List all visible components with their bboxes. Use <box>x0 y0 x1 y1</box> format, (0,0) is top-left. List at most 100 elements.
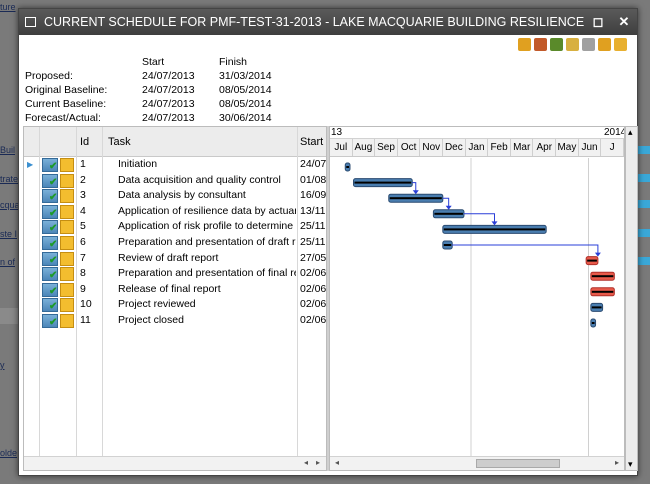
summary-label: Proposed: <box>25 70 73 82</box>
pane-splitter[interactable] <box>327 126 329 471</box>
scroll-down-arrow[interactable]: ▾ <box>628 459 633 469</box>
task-notes-icon[interactable] <box>60 235 74 250</box>
gantt-month-header: Jul Aug Sep Oct Nov Dec Jan Feb Mar Apr May Jun J <box>330 139 624 157</box>
task-status-icon[interactable] <box>42 173 58 188</box>
gantt-month-label: Jul <box>330 139 353 156</box>
column-header-start[interactable]: Start <box>300 136 324 148</box>
column-header-id[interactable]: Id <box>80 136 90 148</box>
gantt-year-label: 13 <box>331 127 343 138</box>
background-bar <box>0 308 18 324</box>
table-row[interactable]: 5 Application of risk profile to determin… <box>24 219 326 235</box>
add-resource-icon[interactable] <box>550 38 563 51</box>
task-status-icon[interactable] <box>42 189 58 204</box>
scroll-up-arrow[interactable]: ▴ <box>628 127 633 137</box>
task-notes-icon[interactable] <box>60 173 74 188</box>
table-row[interactable]: 6 Preparation and presentation of draft r… <box>24 235 326 251</box>
table-row[interactable]: 10 Project reviewed 02/06 <box>24 297 326 313</box>
background-link[interactable]: cqua <box>0 200 18 210</box>
task-status-icon[interactable] <box>42 282 58 297</box>
task-name: Data acquisition and quality control <box>118 173 281 186</box>
gantt-chart: 13 2014 Jul Aug Sep Oct Nov Dec Jan Feb Mar Apr Ma… <box>329 126 625 471</box>
task-status-icon[interactable] <box>42 220 58 235</box>
gantt-progress-line <box>587 259 597 262</box>
close-button[interactable]: ✕ <box>618 14 630 29</box>
maximize-button[interactable]: ◻ <box>592 14 604 29</box>
task-notes-icon[interactable] <box>60 204 74 219</box>
table-row[interactable]: 9 Release of final report 02/06 <box>24 282 326 298</box>
task-name: Application of risk profile to determine… <box>118 220 296 233</box>
export-icon[interactable] <box>598 38 611 51</box>
gantt-bars <box>344 158 615 457</box>
table-row[interactable]: 8 Preparation and presentation of final r… <box>24 266 326 282</box>
user-icon[interactable] <box>614 38 627 51</box>
column-header-task[interactable]: Task <box>108 136 131 148</box>
gantt-arrow-head <box>412 190 419 195</box>
gantt-month-label: Aug <box>353 139 376 156</box>
table-row[interactable]: 2 Data acquisition and quality control 01/… <box>24 173 326 189</box>
email-icon[interactable] <box>582 38 595 51</box>
task-notes-icon[interactable] <box>60 282 74 297</box>
background-link[interactable]: y <box>0 360 5 370</box>
summary-start: 24/07/2013 <box>142 98 195 110</box>
task-status-icon[interactable] <box>42 235 58 250</box>
gantt-progress-line <box>591 306 602 309</box>
task-start: 24/07 <box>300 158 327 170</box>
task-notes-icon[interactable] <box>60 313 74 328</box>
summary-start: 24/07/2013 <box>142 112 195 124</box>
refresh-icon[interactable] <box>534 38 547 51</box>
background-link[interactable]: ture <box>0 2 16 12</box>
background-link[interactable]: Buil <box>0 145 16 155</box>
window-icon <box>25 17 36 27</box>
background-link[interactable]: n of <box>0 257 16 267</box>
gantt-horizontal-scrollbar[interactable]: ◂ ▸ <box>330 456 624 470</box>
task-start: 01/08 <box>300 173 327 186</box>
task-status-icon[interactable] <box>42 267 58 282</box>
vertical-scrollbar[interactable]: ▴ ▾ <box>625 126 638 471</box>
table-row[interactable]: 4 Application of resilience data by actua… <box>24 204 326 220</box>
baseline-icon[interactable] <box>566 38 579 51</box>
gantt-month-label: Apr <box>533 139 557 156</box>
dialog-titlebar[interactable]: CURRENT SCHEDULE FOR PMF-TEST-31-2013 - … <box>19 9 637 35</box>
background-link[interactable]: olde <box>0 448 18 458</box>
task-status-icon[interactable] <box>42 313 58 328</box>
table-row[interactable]: ▶ 1 Initiation 24/07 <box>24 157 326 173</box>
dialog-toolbar <box>19 35 637 55</box>
gantt-scroll-thumb[interactable] <box>476 459 560 468</box>
gantt-month-label: May <box>556 139 579 156</box>
task-id: 9 <box>80 282 86 295</box>
task-notes-icon[interactable] <box>60 158 74 172</box>
task-status-icon[interactable] <box>42 158 58 172</box>
gantt-dependency-arrow <box>442 197 450 209</box>
background-status-bar <box>636 257 650 265</box>
task-notes-icon[interactable] <box>60 251 74 266</box>
task-status-icon[interactable] <box>42 298 58 313</box>
task-status-icon[interactable] <box>42 251 58 266</box>
scroll-left-arrow[interactable]: ◂ <box>303 458 308 467</box>
scroll-right-arrow[interactable]: ▸ <box>315 458 320 467</box>
scroll-left-arrow[interactable]: ◂ <box>335 458 340 467</box>
print-icon[interactable] <box>518 38 531 51</box>
task-grid-header: Id Task Start <box>24 127 326 157</box>
task-name: Preparation and presentation of draft re… <box>118 235 296 248</box>
task-notes-icon[interactable] <box>60 189 74 204</box>
background-link[interactable]: trate <box>0 174 18 184</box>
task-start: 13/11 <box>300 204 326 217</box>
summary-start-header: Start <box>142 56 165 68</box>
background-link[interactable]: ste I <box>0 229 18 239</box>
background-status-bar <box>636 200 650 208</box>
task-notes-icon[interactable] <box>60 267 74 282</box>
gantt-progress-line <box>443 244 452 246</box>
table-row[interactable]: 11 Project closed 02/06 <box>24 313 326 329</box>
table-row[interactable]: 3 Data analysis by consultant 16/09 <box>24 188 326 204</box>
task-notes-icon[interactable] <box>60 220 74 235</box>
grid-horizontal-scrollbar[interactable]: ◂ ▸ <box>24 456 326 470</box>
summary-finish: 31/03/2014 <box>219 70 272 82</box>
gantt-arrow-head <box>594 252 601 257</box>
task-notes-icon[interactable] <box>60 298 74 313</box>
scroll-right-arrow[interactable]: ▸ <box>614 458 619 467</box>
task-status-icon[interactable] <box>42 204 58 219</box>
gantt-year-label: 2014 <box>604 127 625 138</box>
task-id: 4 <box>80 204 86 217</box>
summary-label: Forecast/Actual: <box>25 112 101 124</box>
table-row[interactable]: 7 Review of draft report 27/05 <box>24 251 326 267</box>
